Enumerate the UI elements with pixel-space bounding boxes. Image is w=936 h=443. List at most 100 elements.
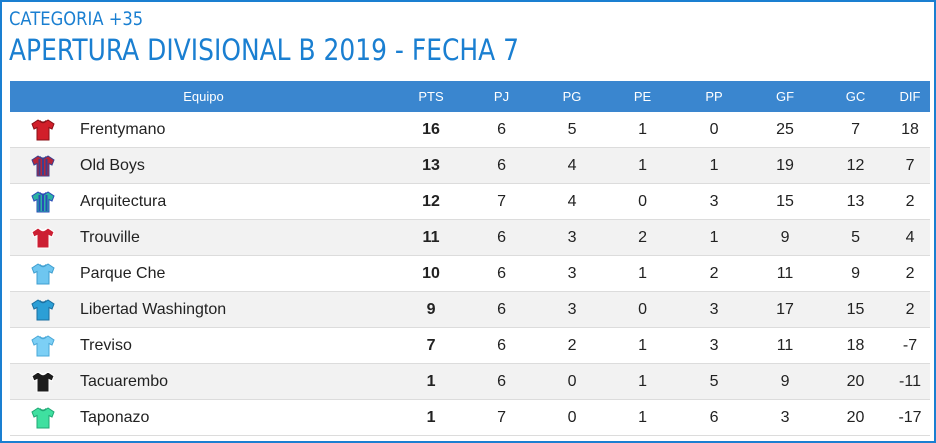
column-header-pe[interactable]: PE [606, 81, 680, 112]
light-blue-shirt-icon [31, 334, 55, 356]
table-row[interactable]: Parque Che 10 6 3 1 2 11 9 2 [10, 255, 931, 292]
cell-pj: 6 [465, 147, 539, 184]
table-row[interactable]: Tacuarembo 1 6 0 1 5 9 20 -11 [10, 363, 931, 400]
cell-gf: 11 [749, 327, 822, 364]
cell-pj: 6 [465, 219, 539, 256]
column-header-pts[interactable]: PTS [397, 81, 466, 112]
page-title: APERTURA DIVISIONAL B 2019 - FECHA 7 [9, 33, 519, 67]
cell-pts: 1 [397, 399, 466, 436]
cell-gf: 9 [749, 219, 822, 256]
cell-pj: 7 [465, 183, 539, 220]
cell-pg: 5 [538, 112, 607, 148]
cell-pe: 0 [606, 291, 680, 328]
cell-pe: 1 [606, 327, 680, 364]
standings-body: Frentymano 16 6 5 1 0 25 7 18 Old Boys 13 6 4 1 1 19 12 7… [10, 112, 931, 436]
cell-pj: 6 [465, 255, 539, 292]
table-row[interactable]: Taponazo 1 7 0 1 6 3 20 -17 [10, 399, 931, 436]
cell-gc: 15 [821, 291, 891, 328]
cell-dif: 7 [890, 147, 931, 184]
cell-dif: 2 [890, 255, 931, 292]
team-shirt-cell [10, 255, 76, 292]
table-row[interactable]: Trouville 11 6 3 2 1 9 5 4 [10, 219, 931, 256]
team-name[interactable]: Parque Che [76, 255, 398, 292]
table-header-row: Equipo PTS PJ PG PE PP GF GC DIF [10, 81, 931, 112]
table-row[interactable]: Frentymano 16 6 5 1 0 25 7 18 [10, 112, 931, 148]
cell-pg: 3 [538, 291, 607, 328]
black-shirt-icon [31, 370, 55, 392]
column-header-pg[interactable]: PG [538, 81, 607, 112]
column-header-dif[interactable]: DIF [890, 81, 931, 112]
teal-blue-shirt-icon [31, 190, 55, 212]
cell-pp: 6 [679, 399, 750, 436]
cell-pe: 1 [606, 399, 680, 436]
cell-dif: 2 [890, 291, 931, 328]
cell-dif: 2 [890, 183, 931, 220]
team-shirt-cell [10, 183, 76, 220]
team-shirt-cell [10, 219, 76, 256]
striped-shirt-icon [31, 154, 55, 176]
cell-pj: 6 [465, 327, 539, 364]
cell-pts: 7 [397, 327, 466, 364]
column-header-gf[interactable]: GF [749, 81, 822, 112]
sky-blue-shirt-icon [31, 262, 55, 284]
cell-pts: 10 [397, 255, 466, 292]
team-name[interactable]: Arquitectura [76, 183, 398, 220]
green-shirt-icon [31, 406, 55, 428]
cell-pg: 4 [538, 147, 607, 184]
cell-gf: 3 [749, 399, 822, 436]
team-name[interactable]: Old Boys [76, 147, 398, 184]
cell-dif: -17 [890, 399, 931, 436]
red-shirt-icon [31, 118, 55, 140]
column-header-pj[interactable]: PJ [465, 81, 539, 112]
cell-pg: 4 [538, 183, 607, 220]
cell-gc: 20 [821, 399, 891, 436]
cell-pg: 0 [538, 363, 607, 400]
team-name[interactable]: Trouville [76, 219, 398, 256]
column-header-team[interactable]: Equipo [10, 81, 398, 112]
cell-pj: 6 [465, 291, 539, 328]
cell-pts: 11 [397, 219, 466, 256]
cell-gf: 15 [749, 183, 822, 220]
cell-pj: 6 [465, 112, 539, 148]
cell-pe: 1 [606, 255, 680, 292]
cell-pp: 0 [679, 112, 750, 148]
table-row[interactable]: Arquitectura 12 7 4 0 3 15 13 2 [10, 183, 931, 220]
cell-gc: 7 [821, 112, 891, 148]
cell-pp: 3 [679, 327, 750, 364]
team-name[interactable]: Frentymano [76, 112, 398, 148]
table-row[interactable]: Treviso 7 6 2 1 3 11 18 -7 [10, 327, 931, 364]
cell-pe: 1 [606, 147, 680, 184]
cell-pj: 7 [465, 399, 539, 436]
column-header-gc[interactable]: GC [821, 81, 891, 112]
cell-pp: 1 [679, 219, 750, 256]
team-shirt-cell [10, 147, 76, 184]
cell-pe: 2 [606, 219, 680, 256]
table-row[interactable]: Old Boys 13 6 4 1 1 19 12 7 [10, 147, 931, 184]
team-name[interactable]: Taponazo [76, 399, 398, 436]
cell-pg: 2 [538, 327, 607, 364]
cell-gc: 9 [821, 255, 891, 292]
cell-gc: 12 [821, 147, 891, 184]
cell-gf: 11 [749, 255, 822, 292]
cell-gf: 17 [749, 291, 822, 328]
cell-pts: 12 [397, 183, 466, 220]
column-header-pp[interactable]: PP [679, 81, 750, 112]
team-shirt-cell [10, 291, 76, 328]
cell-pp: 3 [679, 183, 750, 220]
standings-table: Equipo PTS PJ PG PE PP GF GC DIF Frentym… [10, 81, 931, 436]
cell-pts: 13 [397, 147, 466, 184]
team-shirt-cell [10, 363, 76, 400]
cell-pj: 6 [465, 363, 539, 400]
team-shirt-cell [10, 399, 76, 436]
team-shirt-cell [10, 327, 76, 364]
cell-pp: 3 [679, 291, 750, 328]
cell-dif: 18 [890, 112, 931, 148]
team-name[interactable]: Treviso [76, 327, 398, 364]
table-row[interactable]: Libertad Washington 9 6 3 0 3 17 15 2 [10, 291, 931, 328]
cell-pg: 3 [538, 255, 607, 292]
category-label: CATEGORIA +35 [9, 8, 144, 30]
team-name[interactable]: Tacuarembo [76, 363, 398, 400]
cell-gf: 19 [749, 147, 822, 184]
team-name[interactable]: Libertad Washington [76, 291, 398, 328]
cell-gf: 9 [749, 363, 822, 400]
